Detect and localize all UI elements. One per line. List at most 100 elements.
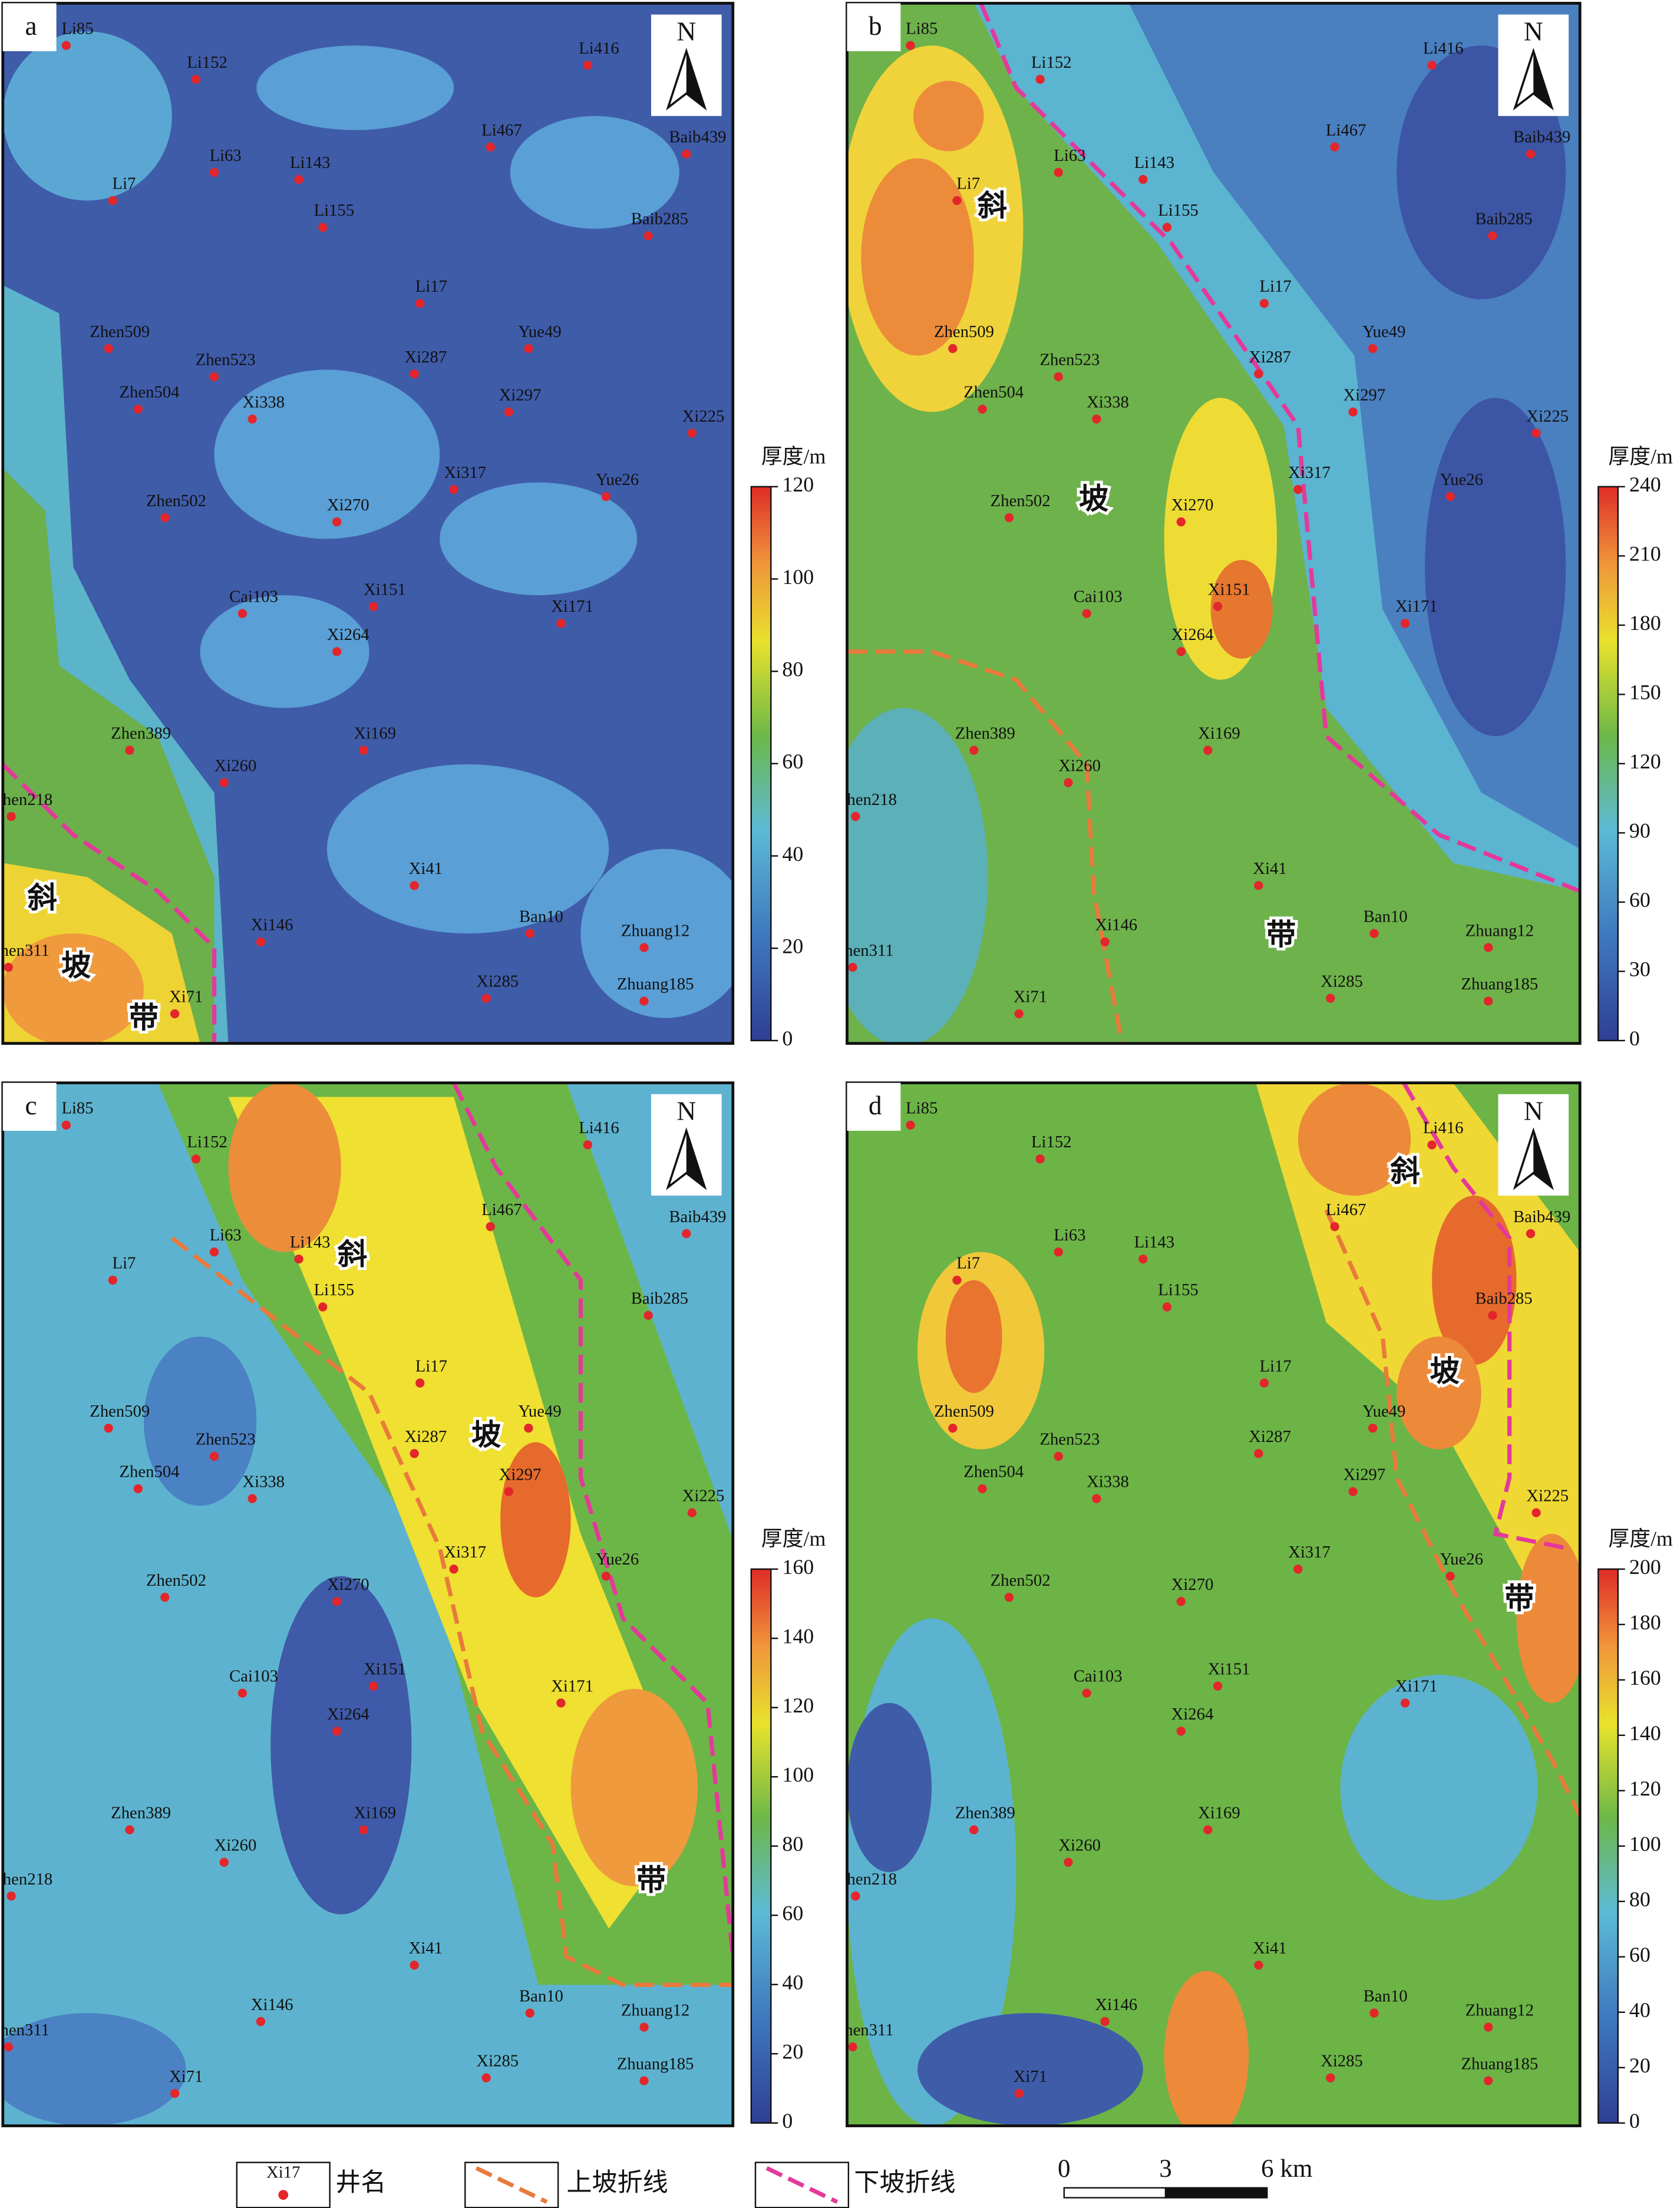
well-name: Xi71 [169,2067,203,2086]
thickness-area [1397,1336,1481,1450]
legend-upper: 上坡折线 [566,2169,668,2197]
well-name: Zhen218 [0,1870,52,1889]
well-dot [1176,1597,1186,1606]
panel-label: c [25,1091,37,1120]
colorbar-tick-label: 0 [1629,1027,1640,1050]
legend-well: 井名 [335,2169,386,2197]
well-dot [1427,1140,1437,1150]
north-label: N [676,1097,696,1126]
well-name: Zhen504 [963,1463,1024,1481]
slope-break-line [451,1082,733,1978]
panel-label-box [847,3,901,51]
well-dot [449,1565,458,1574]
well-dot [1064,778,1073,787]
well-name: Li155 [1158,201,1199,220]
well-name: Li7 [113,1254,136,1273]
panel-label: a [25,11,37,41]
well-dot [848,2042,857,2052]
colorbar-tick-label: 100 [1629,1832,1661,1856]
well-dot [332,1727,342,1736]
well-dot [170,2088,180,2098]
colorbar-tick-label: 100 [782,565,814,589]
well-name: Li63 [1054,1226,1085,1245]
well-name: Xi338 [242,1472,285,1491]
well-name: Xi264 [327,1705,369,1724]
colorbar-tick-label: 160 [1629,1666,1661,1689]
scale-label: 6 km [1261,2155,1312,2183]
well-dot [108,196,117,206]
well-name: Xi264 [327,625,369,644]
zone-label: 斜 [978,189,1007,222]
well-dot [1293,485,1303,494]
well-dot [1330,1222,1339,1232]
well-dot [1254,881,1263,890]
well-name: Zhen311 [834,941,894,960]
well-dot [978,404,987,414]
north-label: N [1524,17,1543,47]
well-dot [1138,174,1148,184]
well-dot [359,745,368,755]
colorbar-title: 厚度/m [761,444,826,468]
well-name: Xi264 [1171,625,1214,644]
well-name: Zhen504 [120,1463,180,1481]
well-dot [1254,1961,1263,1970]
well-name: Xi146 [1095,916,1137,935]
well-dot [209,1247,219,1257]
well-name: Li17 [1259,277,1291,296]
zone-label: 坡 [61,949,91,982]
legend-well-sample: Xi17 [266,2163,300,2181]
well-name: Ban10 [519,1986,563,2005]
thickness-area [580,849,733,1018]
colorbar-tick-label: 60 [1629,888,1651,912]
colorbar-tick-label: 120 [1629,1777,1661,1800]
slope-break-line [1402,1082,1566,1550]
well-name: Zhen389 [111,1804,171,1823]
well-dot [191,75,201,84]
well-name: Li63 [210,1226,242,1245]
well-name: Xi71 [1014,988,1047,1006]
zone-label: 坡 [471,1418,501,1451]
well-dot [1368,1423,1378,1433]
colorbar-tick-label: 80 [782,1832,803,1856]
zone-label: 斜 [1390,1155,1420,1188]
well-dot [1400,619,1410,628]
well-dot [1162,223,1172,232]
well-dot [256,937,266,947]
thickness-area [570,1689,698,1886]
well-dot [1484,2076,1493,2085]
well-name: Zhen504 [120,383,180,402]
colorbar-title: 厚度/m [761,1527,826,1550]
well-name: Li7 [956,1254,980,1273]
well-dot [1259,299,1269,308]
zone-label: 斜 [28,882,57,915]
well-name: Xi297 [499,385,542,404]
well-name: Zhuang185 [617,975,694,994]
colorbar-tick-label: 60 [782,1902,803,1925]
well-dot [1326,994,1335,1003]
well-dot [359,1825,368,1834]
well-dot [133,404,143,414]
well-name: Xi317 [1288,1543,1331,1562]
zone-label: 斜 [338,1238,367,1271]
zone-label: 带 [1266,918,1296,951]
well-name: Xi225 [682,1486,725,1505]
colorbar-tick-label: 140 [1629,1721,1661,1745]
well-name: Xi171 [1395,597,1438,616]
scale-label: 0 [1058,2155,1071,2183]
zone-label: 带 [1504,1582,1534,1615]
north-label: N [676,17,696,47]
contour-areas: Li85 Li152 Li416 Li143 Li63 Li467 Baib439 Li7 Li… [2,19,733,1044]
well-dot [682,149,691,159]
well-dot [601,1572,611,1581]
well-name: Li152 [1031,53,1072,72]
well-name: Li143 [1134,1233,1175,1252]
well-name: Zhuang12 [1466,921,1534,940]
slope-break-line [847,649,1124,1044]
well-dot [1254,1449,1263,1458]
well-name: Xi338 [242,392,285,411]
well-dot [61,1120,71,1130]
panel-label: d [869,1091,882,1120]
panel-frame [846,1081,1582,2127]
well-name: Yue49 [518,1402,561,1421]
well-dot [1254,369,1263,379]
